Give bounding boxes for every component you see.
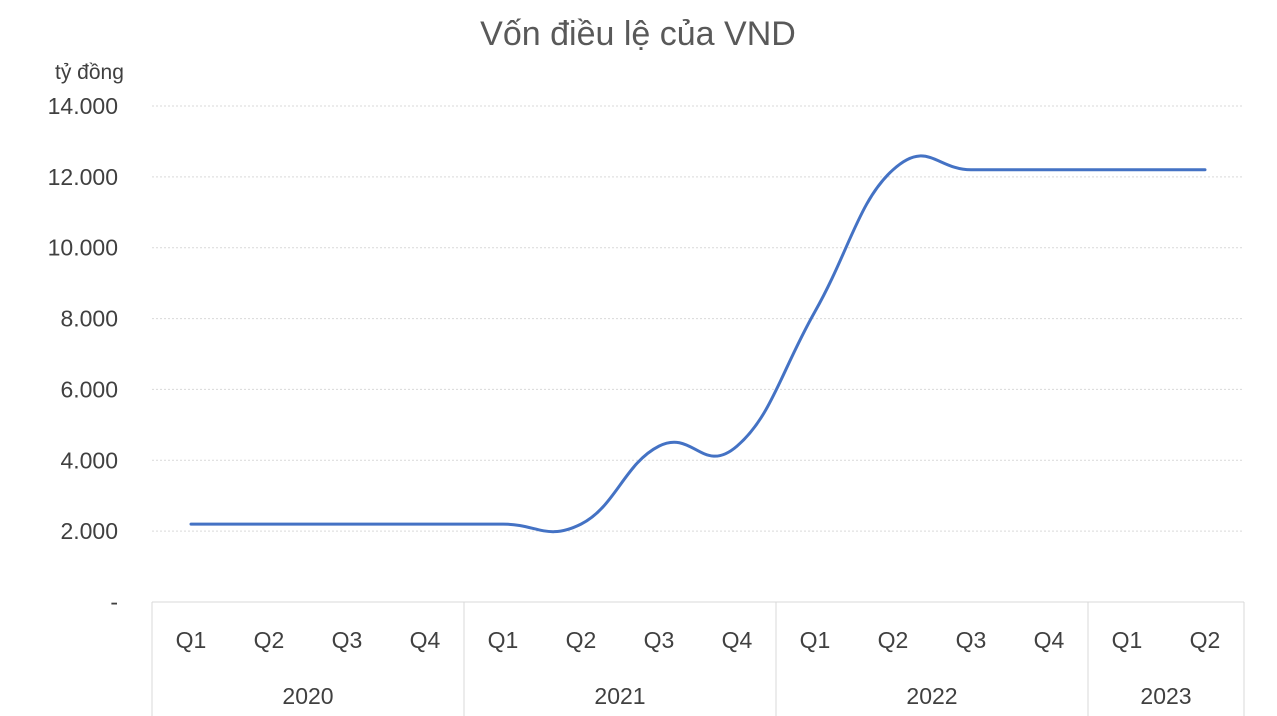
y-tick-label: 10.000 <box>48 235 118 261</box>
chart-title: Vốn điều lệ của VND <box>480 15 796 53</box>
x-tick-label: Q4 <box>1034 627 1065 653</box>
x-tick-label: Q2 <box>1190 627 1221 653</box>
y-tick-label: 8.000 <box>60 306 118 332</box>
x-tick-label: Q1 <box>488 627 519 653</box>
x-tick-label: Q3 <box>332 627 363 653</box>
y-axis-ticks: - 2.000 4.000 6.000 8.000 10.000 12.000 14.000 <box>48 93 118 615</box>
series-group <box>189 154 1207 534</box>
x-group-label: 2021 <box>594 683 645 709</box>
y-tick-label: 14.000 <box>48 93 118 119</box>
y-tick-label: 4.000 <box>60 447 118 473</box>
x-group-label: 2020 <box>282 683 333 709</box>
x-tick-label: Q2 <box>878 627 909 653</box>
y-axis-unit-label: tỷ đồng <box>55 61 124 84</box>
y-tick-label: 6.000 <box>60 376 118 402</box>
x-tick-label: Q2 <box>254 627 285 653</box>
x-tick-label: Q4 <box>722 627 753 653</box>
y-tick-label: 12.000 <box>48 164 118 190</box>
x-tick-label: Q4 <box>410 627 441 653</box>
x-tick-label: Q2 <box>566 627 597 653</box>
x-tick-label: Q3 <box>956 627 987 653</box>
x-group-label: 2023 <box>1140 683 1191 709</box>
x-tick-label: Q1 <box>800 627 831 653</box>
x-tick-label: Q3 <box>644 627 675 653</box>
x-group-label: 2022 <box>906 683 957 709</box>
x-axis: Q1 Q2 Q3 Q4 Q1 Q2 Q3 Q4 Q1 Q2 Q3 Q4 Q1 Q2 2020 2021 2022… <box>151 601 1245 716</box>
y-tick-label: - <box>110 589 118 615</box>
x-tick-label: Q1 <box>1112 627 1143 653</box>
x-tick-label: Q1 <box>176 627 207 653</box>
series-line <box>189 154 1207 534</box>
y-tick-label: 2.000 <box>60 518 118 544</box>
gridlines <box>152 105 1244 532</box>
